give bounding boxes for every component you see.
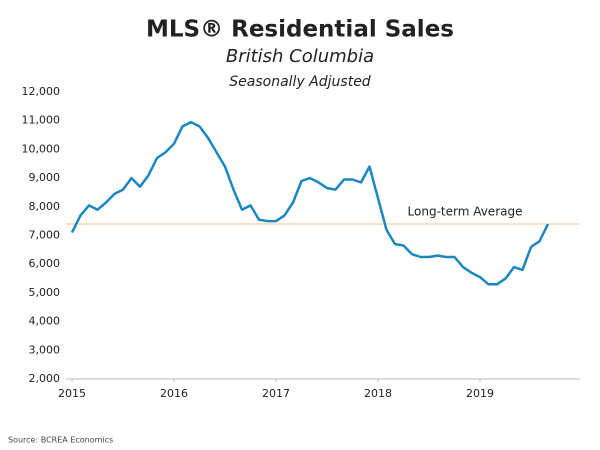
y-tick-label: 3,000 (29, 343, 61, 356)
y-tick-label: 11,000 (22, 114, 61, 127)
y-tick-label: 5,000 (29, 286, 61, 299)
x-tick-label: 2018 (364, 387, 392, 400)
y-tick-label: 7,000 (29, 229, 61, 242)
x-tick-label: 2017 (262, 387, 290, 400)
y-tick-label: 8,000 (29, 200, 61, 213)
chart-subtitle: British Columbia (226, 46, 374, 67)
y-tick-label: 6,000 (29, 257, 61, 270)
source: Source: BCREA Economics (8, 436, 113, 445)
chart-note: Seasonally Adjusted (229, 74, 371, 90)
x-tick-label: 2016 (160, 387, 188, 400)
y-tick-label: 12,000 (22, 85, 61, 98)
y-tick-label: 10,000 (22, 142, 61, 155)
average-label: Long-term Average (408, 205, 523, 219)
x-tick-label: 2019 (466, 387, 494, 400)
data-line (70, 120, 550, 286)
y-tick-label: 4,000 (29, 315, 61, 328)
chart-title: MLS® Residential Sales (146, 17, 454, 43)
x-tick-label: 2015 (58, 387, 86, 400)
y-tick-label: 2,000 (29, 372, 61, 385)
y-tick-label: 9,000 (29, 171, 61, 184)
